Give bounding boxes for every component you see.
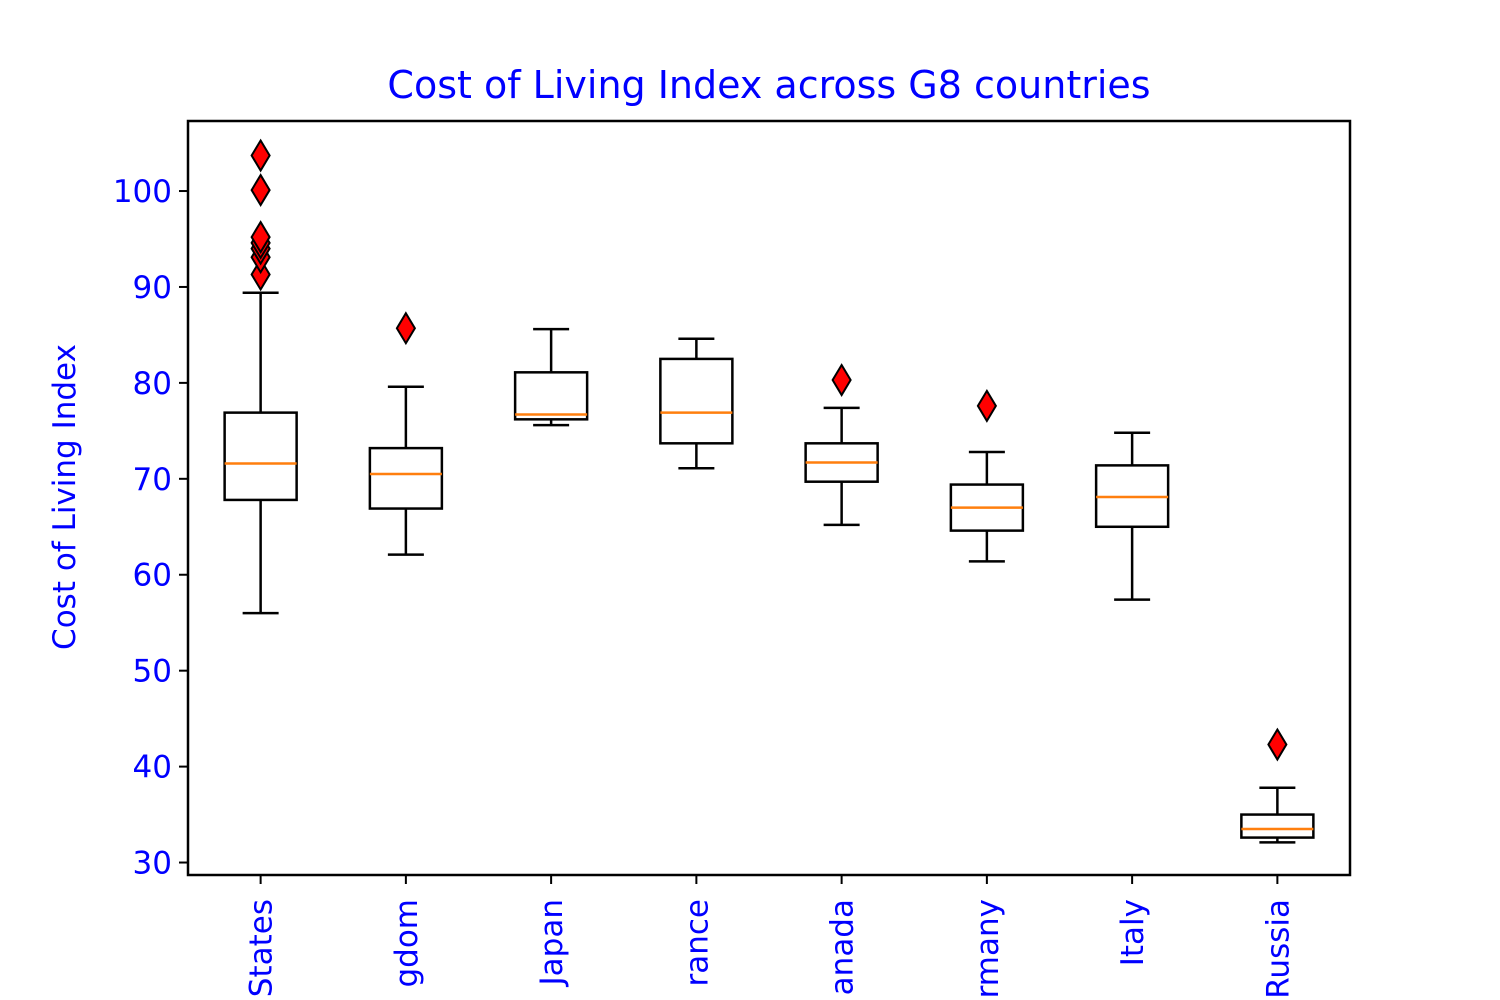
box-france — [659, 337, 734, 470]
outlier-point — [1267, 727, 1288, 762]
outlier-point — [976, 388, 998, 423]
outlier-point — [250, 220, 271, 255]
x-tick-label: Japan — [534, 899, 570, 987]
y-axis-ticks: 30 40 50 60 70 80 90 100 — [113, 174, 188, 882]
x-tick-label: Italy — [1115, 899, 1151, 966]
outlier-point — [395, 311, 417, 346]
outlier-point — [250, 138, 271, 173]
box-italy — [1094, 431, 1170, 601]
box-series — [223, 138, 1315, 844]
box-germany — [949, 388, 1025, 563]
iqr-box — [659, 357, 734, 445]
outlier-point — [250, 173, 271, 208]
x-axis-ticks: States gdom Japan rance anada rmany Italy Russi… — [244, 875, 1296, 999]
x-tick-label: States — [244, 899, 280, 997]
box-united-states — [223, 138, 298, 615]
x-tick-label: anada — [825, 899, 861, 995]
y-axis-label: Cost of Living Index — [47, 344, 83, 650]
box-russia — [1240, 727, 1315, 844]
outlier-point — [831, 363, 852, 397]
y-tick-label: 60 — [133, 558, 172, 594]
y-tick-label: 80 — [133, 366, 172, 402]
y-tick-label: 30 — [133, 846, 172, 882]
y-tick-label: 70 — [133, 462, 172, 498]
plot-area-frame — [186, 119, 1352, 877]
x-tick-label: Russia — [1260, 899, 1296, 999]
outlier-point — [250, 257, 271, 292]
y-tick-label: 90 — [133, 270, 172, 306]
x-tick-label: rmany — [970, 899, 1006, 998]
iqr-box — [223, 411, 298, 502]
y-tick-label: 40 — [133, 750, 172, 786]
iqr-box — [1240, 813, 1315, 839]
box-canada — [804, 363, 879, 527]
iqr-box — [513, 371, 589, 421]
y-tick-label: 50 — [133, 654, 172, 690]
box-united-kingdom — [368, 311, 444, 556]
x-tick-label: rance — [679, 899, 715, 987]
box-japan — [513, 327, 589, 427]
chart-title: Cost of Living Index across G8 countries — [387, 63, 1150, 107]
x-tick-label: gdom — [389, 899, 425, 988]
y-tick-label: 100 — [113, 174, 172, 210]
iqr-box — [368, 446, 444, 510]
